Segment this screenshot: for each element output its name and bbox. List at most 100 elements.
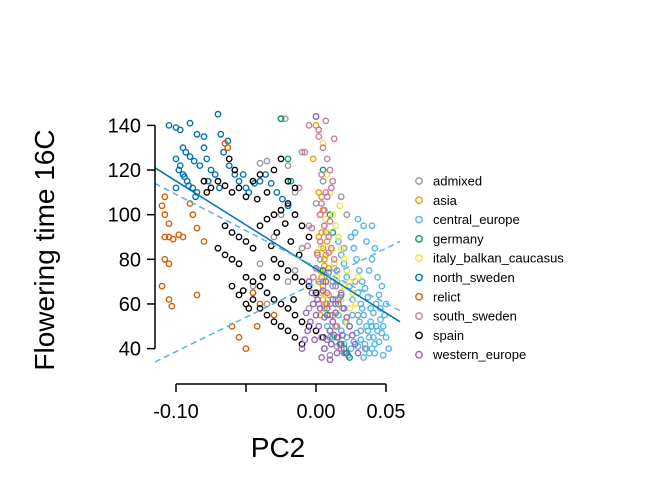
data-point-western_europe-4 [318, 333, 325, 341]
data-point-italy_balkan_caucasus-4 [332, 222, 339, 230]
legend-item-western_europe: western_europe [415, 347, 526, 362]
data-point-north_sweden-23 [203, 155, 211, 163]
data-point-asia-21 [318, 193, 325, 201]
data-point-north_sweden-7 [217, 130, 225, 138]
data-point-western_europe-20 [301, 336, 309, 344]
data-point-admixed-37 [337, 193, 345, 201]
data-point-north_sweden-43 [278, 195, 286, 203]
data-point-relict-27 [249, 289, 257, 297]
series-central_europe [320, 215, 393, 361]
data-point-relict-19 [224, 144, 232, 152]
data-point-western_europe-6 [323, 336, 331, 344]
data-point-north_sweden-3 [186, 119, 194, 127]
data-point-admixed-3 [263, 157, 271, 165]
legend-item-spain: spain [415, 328, 464, 343]
legend-marker-relict [415, 292, 423, 301]
data-point-relict-8 [161, 255, 169, 263]
data-point-western_europe-17 [354, 349, 362, 357]
data-point-spain-33 [249, 278, 257, 285]
data-point-spain-1 [203, 188, 211, 196]
data-point-central_europe-14 [358, 278, 366, 285]
data-point-south_sweden-13 [330, 255, 338, 263]
data-point-central_europe-71 [340, 260, 348, 268]
data-point-asia-2 [309, 155, 317, 163]
legend-label-germany: germany [433, 231, 484, 246]
data-point-south_sweden-2 [315, 133, 323, 141]
data-point-italy_balkan_caucasus-29 [336, 202, 344, 210]
data-point-admixed-13 [312, 200, 320, 207]
data-point-spain-52 [284, 327, 292, 335]
data-point-north_sweden-24 [207, 166, 215, 174]
data-point-central_europe-33 [382, 333, 390, 341]
data-point-south_sweden-26 [322, 117, 330, 125]
data-point-spain-44 [228, 282, 236, 290]
data-point-spain-61 [312, 289, 320, 297]
data-point-central_europe-65 [357, 336, 365, 344]
data-point-relict-24 [270, 311, 278, 319]
legend-label-western_europe: western_europe [432, 347, 526, 362]
x-axis-label: PC2 [251, 432, 305, 463]
data-point-central_europe-4 [365, 333, 373, 341]
data-point-north_sweden-27 [196, 162, 204, 170]
data-point-north_sweden-4 [193, 130, 201, 138]
data-point-spain-53 [291, 333, 299, 341]
data-point-south_sweden-1 [305, 122, 313, 129]
data-point-western_europe-10 [334, 300, 342, 308]
data-point-central_europe-57 [351, 229, 359, 236]
data-point-relict-9 [165, 260, 173, 268]
data-point-north_sweden-12 [190, 157, 198, 165]
data-point-central_europe-8 [364, 327, 372, 335]
data-point-western_europe-23 [316, 304, 324, 312]
series-north_sweden [165, 110, 292, 210]
data-point-north_sweden-39 [256, 177, 264, 185]
data-point-south_sweden-3 [319, 144, 327, 152]
data-point-central_europe-16 [353, 255, 360, 263]
data-point-spain-57 [284, 267, 292, 274]
data-point-south_sweden-33 [318, 171, 325, 178]
data-point-relict-15 [193, 224, 201, 232]
data-point-western_europe-13 [343, 313, 351, 321]
data-point-south_sweden-32 [326, 217, 334, 225]
legend-marker-western_europe [415, 350, 423, 359]
data-point-north_sweden-41 [267, 179, 275, 187]
data-point-western_europe-32 [336, 340, 344, 348]
data-point-relict-20 [228, 322, 236, 330]
data-point-relict-23 [253, 322, 261, 330]
data-point-spain-21 [263, 215, 271, 223]
series-relict [158, 139, 292, 352]
legend-item-south_sweden: south_sweden [415, 309, 517, 324]
data-point-western_europe-38 [318, 354, 325, 361]
data-point-spain-2 [207, 184, 215, 192]
data-point-north_sweden-40 [262, 171, 269, 178]
data-point-western_europe-29 [327, 340, 335, 348]
data-point-western_europe-21 [298, 345, 306, 352]
data-point-spain-27 [305, 233, 313, 241]
data-point-south_sweden-27 [315, 126, 323, 134]
data-point-central_europe-56 [354, 215, 362, 223]
data-point-north_sweden-10 [182, 148, 190, 156]
data-point-western_europe-16 [351, 340, 359, 348]
data-point-germany-13 [346, 354, 353, 361]
data-point-italy_balkan_caucasus-5 [334, 233, 342, 241]
data-point-admixed-2 [256, 159, 264, 167]
data-point-north_sweden-28 [204, 177, 212, 185]
data-point-spain-66 [273, 229, 281, 236]
data-point-admixed-31 [319, 177, 327, 185]
legend-marker-asia [415, 196, 423, 205]
data-point-north_sweden-0 [165, 122, 173, 129]
data-point-western_europe-39 [329, 296, 337, 303]
data-point-central_europe-47 [347, 345, 355, 352]
data-point-central_europe-34 [385, 345, 393, 352]
legend-label-central_europe: central_europe [433, 212, 520, 227]
data-point-north_sweden-26 [215, 184, 223, 192]
data-point-admixed-8 [249, 282, 257, 290]
data-point-spain-36 [270, 296, 278, 303]
data-point-spain-37 [277, 300, 285, 308]
data-point-central_europe-12 [375, 291, 383, 299]
data-point-relict-17 [200, 238, 208, 245]
data-point-germany-5 [329, 229, 337, 236]
data-point-central_europe-43 [358, 304, 366, 312]
data-point-central_europe-20 [348, 311, 356, 319]
data-point-relict-13 [186, 200, 194, 207]
y-axis: 40 60 80 100 120 140 [108, 115, 156, 361]
